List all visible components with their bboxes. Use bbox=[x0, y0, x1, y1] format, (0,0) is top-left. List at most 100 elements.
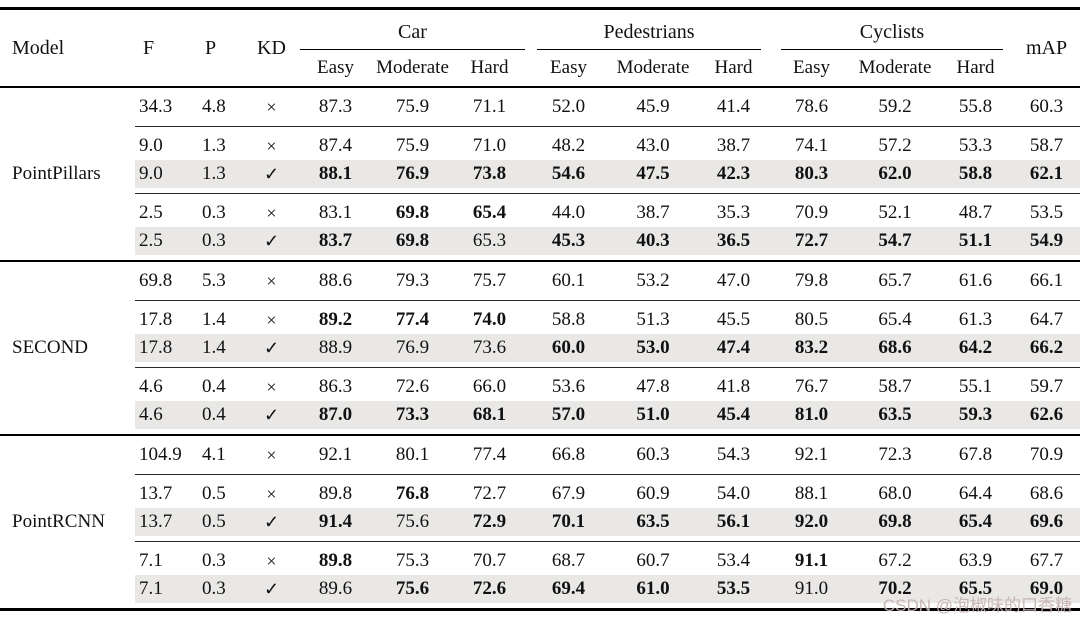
cell-params: 0.3 bbox=[202, 550, 226, 571]
subheader-easy: Easy bbox=[317, 57, 354, 78]
table-row: 9.0 1.3 × 87.4 75.9 71.0 48.2 43.0 38.7 74.1 57.2 5… bbox=[0, 132, 1080, 160]
cell-metric: 45.9 bbox=[636, 96, 670, 117]
cell-flops: 13.7 bbox=[139, 483, 173, 504]
cell-metric: 70.7 bbox=[472, 550, 507, 571]
row-block: 17.8 1.4 × 89.2 77.4 74.0 58.8 51.3 45.5 80.5 65.4… bbox=[0, 301, 1080, 367]
cell-metric: 58.8 bbox=[551, 309, 586, 330]
cell-metric: 69.8 bbox=[395, 230, 430, 251]
table-row: 4.6 0.4 ✓ 87.0 73.3 68.1 57.0 51.0 45.4 81.0 63.5 5… bbox=[0, 401, 1080, 429]
model-name: PointPillars bbox=[12, 163, 101, 184]
cell-metric: 76.9 bbox=[395, 337, 430, 358]
cell-metric: 92.1 bbox=[794, 444, 829, 465]
cell-metric: 60.0 bbox=[551, 337, 586, 358]
cell-metric: 69.6 bbox=[1029, 511, 1064, 532]
subheader-hard: Hard bbox=[714, 57, 753, 78]
table-row: 13.7 0.5 ✓ 91.4 75.6 72.9 70.1 63.5 56.1 92.0 69.8… bbox=[0, 508, 1080, 536]
cell-metric: 89.8 bbox=[318, 483, 353, 504]
cell-kd: × bbox=[245, 551, 298, 572]
csdn-watermark: CSDN @泡椒味的口香糖 bbox=[882, 596, 1072, 615]
cell-metric: 75.9 bbox=[395, 135, 430, 156]
cell-flops: 17.8 bbox=[139, 309, 173, 330]
cell-flops: 2.5 bbox=[139, 202, 163, 223]
cell-params: 1.3 bbox=[202, 163, 226, 184]
cell-flops: 7.1 bbox=[139, 578, 163, 599]
cell-metric: 54.3 bbox=[716, 444, 751, 465]
cell-metric: 76.8 bbox=[395, 483, 430, 504]
cell-metric: 81.0 bbox=[794, 404, 829, 425]
cell-metric: 61.3 bbox=[958, 309, 993, 330]
cell-metric: 69.4 bbox=[551, 578, 586, 599]
cell-metric: 53.3 bbox=[958, 135, 993, 156]
cell-metric: 86.3 bbox=[318, 376, 353, 397]
model-name: PointRCNN bbox=[12, 511, 105, 532]
cell-metric: 68.6 bbox=[878, 337, 912, 358]
model-group: PointPillars 34.3 4.8 × 87.3 75.9 71.1 52.0 45.9… bbox=[0, 88, 1080, 260]
cell-params: 0.4 bbox=[202, 376, 226, 397]
cell-metric: 77.4 bbox=[395, 309, 430, 330]
cell-metric: 83.7 bbox=[318, 230, 353, 251]
cell-metric: 47.0 bbox=[716, 270, 751, 291]
row-block: 4.6 0.4 × 86.3 72.6 66.0 53.6 47.8 41.8 76.7 58.7 5… bbox=[0, 368, 1080, 434]
cell-metric: 89.2 bbox=[318, 309, 353, 330]
cell-metric: 47.5 bbox=[636, 163, 670, 184]
cell-metric: 79.3 bbox=[395, 270, 430, 291]
check-icon: ✓ bbox=[263, 230, 280, 251]
cross-icon: × bbox=[266, 270, 277, 291]
row-block: 9.0 1.3 × 87.4 75.9 71.0 48.2 43.0 38.7 74.1 57.2 5… bbox=[0, 127, 1080, 193]
cell-params: 1.4 bbox=[202, 309, 226, 330]
cell-metric: 83.1 bbox=[318, 202, 353, 223]
cell-metric: 64.2 bbox=[958, 337, 993, 358]
cell-flops: 4.6 bbox=[139, 376, 163, 397]
row-block: 104.9 4.1 × 92.1 80.1 77.4 66.8 60.3 54.3 92.1 72.… bbox=[0, 436, 1080, 474]
block-divider-rule bbox=[135, 474, 1080, 475]
cell-metric: 53.0 bbox=[636, 337, 670, 358]
cell-metric: 72.6 bbox=[472, 578, 507, 599]
subheader-moderate: Moderate bbox=[616, 57, 690, 78]
cell-metric: 48.2 bbox=[551, 135, 586, 156]
subheader-moderate: Moderate bbox=[858, 57, 932, 78]
cell-flops: 69.8 bbox=[139, 270, 173, 291]
cell-metric: 51.1 bbox=[958, 230, 993, 251]
cell-metric: 52.0 bbox=[551, 96, 586, 117]
cell-metric: 91.4 bbox=[318, 511, 353, 532]
cell-metric: 54.6 bbox=[551, 163, 586, 184]
cell-metric: 92.0 bbox=[794, 511, 829, 532]
cell-params: 4.8 bbox=[202, 96, 226, 117]
cell-metric: 53.6 bbox=[551, 376, 586, 397]
cell-metric: 63.9 bbox=[958, 550, 993, 571]
cell-params: 0.5 bbox=[202, 483, 226, 504]
model-group: PointRCNN 104.9 4.1 × 92.1 80.1 77.4 66.8 60.3 54… bbox=[0, 434, 1080, 608]
cell-metric: 53.2 bbox=[636, 270, 670, 291]
table-row: 69.8 5.3 × 88.6 79.3 75.7 60.1 53.2 47.0 79.8 65.7… bbox=[0, 267, 1080, 295]
cross-icon: × bbox=[266, 309, 277, 330]
cell-flops: 7.1 bbox=[139, 550, 163, 571]
cell-kd: × bbox=[245, 203, 298, 224]
table-header: Model F P KD Car Pedestrians Cyclists mA… bbox=[0, 10, 1080, 86]
cell-metric: 91.0 bbox=[794, 578, 829, 599]
cell-metric: 69.0 bbox=[1029, 578, 1064, 599]
cell-metric: 52.1 bbox=[878, 202, 912, 223]
cell-metric: 88.9 bbox=[318, 337, 353, 358]
cell-metric: 72.6 bbox=[395, 376, 430, 397]
cell-metric: 35.3 bbox=[716, 202, 751, 223]
row-block: 34.3 4.8 × 87.3 75.9 71.1 52.0 45.9 41.4 78.6 59.2… bbox=[0, 88, 1080, 126]
table-top-rule bbox=[0, 7, 1080, 10]
cell-metric: 57.0 bbox=[551, 404, 586, 425]
cell-metric: 66.0 bbox=[472, 376, 507, 397]
cell-metric: 41.8 bbox=[716, 376, 751, 397]
cell-metric: 72.3 bbox=[878, 444, 912, 465]
cell-metric: 66.8 bbox=[551, 444, 586, 465]
cell-metric: 77.4 bbox=[472, 444, 507, 465]
cell-metric: 80.3 bbox=[794, 163, 829, 184]
cell-metric: 55.8 bbox=[958, 96, 993, 117]
cell-metric: 47.8 bbox=[636, 376, 670, 397]
cell-metric: 70.9 bbox=[1029, 444, 1064, 465]
cross-icon: × bbox=[266, 550, 277, 571]
cell-metric: 65.7 bbox=[878, 270, 912, 291]
cell-metric: 62.1 bbox=[1029, 163, 1064, 184]
cell-kd: ✓ bbox=[245, 405, 298, 426]
block-divider-rule bbox=[135, 126, 1080, 127]
cell-metric: 60.1 bbox=[551, 270, 586, 291]
cell-metric: 44.0 bbox=[551, 202, 586, 223]
cell-flops: 13.7 bbox=[139, 511, 173, 532]
